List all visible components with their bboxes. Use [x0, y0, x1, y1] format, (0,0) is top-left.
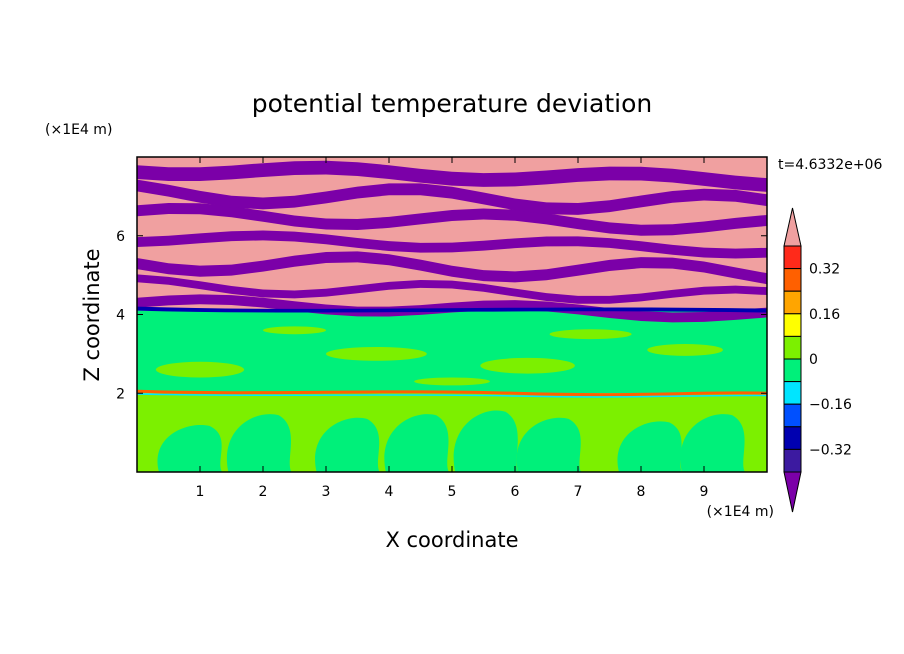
heatmap-field	[137, 157, 767, 472]
band	[137, 251, 767, 285]
plume	[516, 417, 582, 472]
patch	[480, 357, 575, 374]
x-tick-label: 4	[385, 484, 394, 500]
colorbar-box	[783, 381, 802, 405]
colorbar: 0.32 0.16 0 −0.16 −0.32	[783, 207, 852, 513]
y-axis-ticks: 2 4 6	[116, 229, 767, 402]
band	[137, 160, 767, 192]
colorbar-label: 0	[809, 352, 818, 368]
interface-line	[137, 393, 767, 398]
band	[137, 179, 767, 215]
colorbar-label: −0.32	[809, 442, 852, 458]
plume	[226, 414, 292, 472]
y-unit-label: (×1E4 m)	[45, 122, 112, 138]
y-tick-label: 4	[116, 308, 125, 324]
time-label: t=4.6332e+06	[778, 157, 882, 173]
plume	[617, 421, 682, 472]
y-tick-label: 2	[116, 386, 125, 402]
x-unit-label: (×1E4 m)	[707, 504, 774, 520]
x-tick-label: 1	[196, 484, 205, 500]
patch	[326, 346, 427, 361]
interface-line	[137, 389, 767, 397]
plume	[453, 410, 519, 472]
colorbar-label: 0.16	[809, 307, 840, 323]
band	[137, 203, 767, 236]
x-axis-label: X coordinate	[385, 528, 518, 552]
x-tick-label: 8	[637, 484, 646, 500]
colorbar-label: −0.16	[809, 397, 852, 413]
colorbar-box	[783, 426, 802, 450]
plume	[384, 414, 449, 472]
colorbar-box	[783, 335, 802, 360]
y-axis-label: Z coordinate	[80, 248, 104, 381]
y-tick-label: 6	[116, 229, 125, 245]
colorbar-label: 0.32	[809, 262, 840, 278]
colorbar-box	[783, 313, 802, 337]
patch	[414, 377, 490, 386]
plume	[680, 414, 745, 472]
x-tick-label: 6	[511, 484, 520, 500]
colorbar-box	[783, 290, 802, 315]
x-axis-ticks: 1 2 3 4 5 6 7 8 9	[196, 157, 709, 500]
colorbar-bottom-triangle	[783, 471, 802, 513]
colorbar-box	[783, 245, 802, 270]
colorbar-box	[783, 448, 802, 473]
patch	[647, 344, 723, 356]
band	[137, 230, 767, 259]
patch	[155, 361, 245, 378]
x-tick-label: 2	[259, 484, 268, 500]
patch	[263, 326, 326, 335]
colorbar-box	[783, 268, 802, 292]
colorbar-box	[783, 358, 802, 383]
colorbar-box	[783, 403, 802, 428]
colorbar-top-triangle	[783, 207, 802, 247]
band	[137, 274, 767, 304]
x-tick-label: 7	[574, 484, 583, 500]
inversion-layer	[137, 306, 767, 313]
plume	[315, 417, 380, 472]
chart-title: potential temperature deviation	[252, 89, 652, 118]
x-tick-label: 5	[448, 484, 457, 500]
x-tick-label: 3	[322, 484, 331, 500]
patch	[549, 329, 632, 340]
plume	[157, 424, 223, 472]
x-tick-label: 9	[700, 484, 709, 500]
